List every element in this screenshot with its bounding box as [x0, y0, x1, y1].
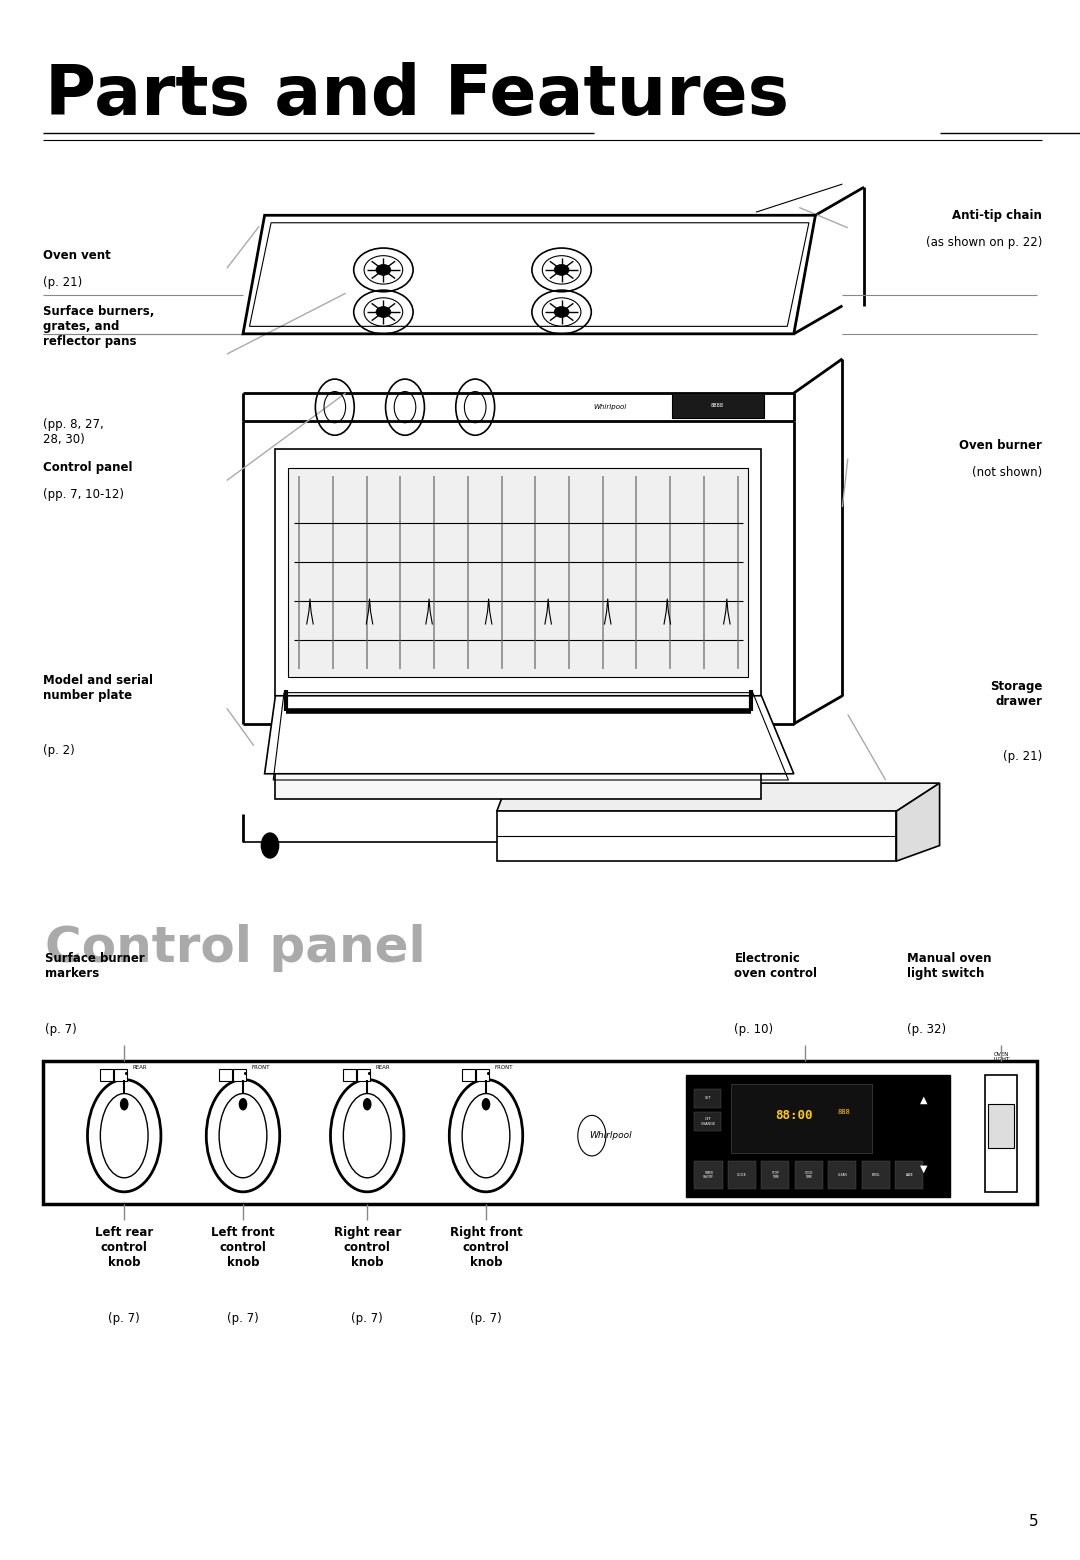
Polygon shape	[497, 783, 940, 811]
Bar	[731, 1084, 872, 1153]
Text: BAKE: BAKE	[905, 1173, 914, 1176]
Text: CLEAN: CLEAN	[837, 1173, 848, 1176]
Text: SET: SET	[705, 1097, 712, 1100]
Polygon shape	[265, 696, 794, 774]
Polygon shape	[497, 811, 896, 861]
Bar	[672, 393, 764, 418]
Text: (p. 32): (p. 32)	[907, 1023, 946, 1036]
Text: (p. 7): (p. 7)	[351, 1312, 383, 1324]
Text: Right rear
control
knob: Right rear control knob	[334, 1226, 401, 1270]
Polygon shape	[896, 783, 940, 861]
Text: 8888: 8888	[711, 402, 724, 409]
Bar	[275, 721, 761, 749]
Text: Surface burner
markers: Surface burner markers	[45, 952, 145, 980]
Bar	[288, 468, 748, 677]
Text: STOP
TIME: STOP TIME	[771, 1170, 780, 1179]
Bar	[275, 449, 761, 696]
Ellipse shape	[376, 306, 391, 318]
Text: Left front
control
knob: Left front control knob	[212, 1226, 274, 1270]
Text: (pp. 8, 27,
28, 30): (pp. 8, 27, 28, 30)	[43, 418, 104, 446]
Text: (p. 7): (p. 7)	[108, 1312, 140, 1324]
Text: Right front
control
knob: Right front control knob	[449, 1226, 523, 1270]
Text: 88:00: 88:00	[775, 1109, 813, 1122]
Bar	[694, 1089, 721, 1108]
Circle shape	[239, 1098, 247, 1111]
Bar	[462, 1069, 475, 1081]
Text: (p. 2): (p. 2)	[43, 744, 75, 757]
Bar	[357, 1069, 370, 1081]
Text: 5: 5	[1029, 1513, 1039, 1529]
Text: Whirlpool: Whirlpool	[589, 1131, 632, 1140]
Text: (p. 7): (p. 7)	[470, 1312, 502, 1324]
Text: Left rear
control
knob: Left rear control knob	[95, 1226, 153, 1270]
Text: REAR: REAR	[376, 1065, 391, 1070]
Text: 888: 888	[837, 1109, 850, 1115]
Bar	[114, 1069, 127, 1081]
Bar	[694, 1161, 723, 1189]
Text: (p. 7): (p. 7)	[45, 1023, 77, 1036]
Bar	[895, 1161, 923, 1189]
Text: Electronic
oven control: Electronic oven control	[734, 952, 818, 980]
Bar	[275, 755, 761, 799]
Text: (p. 21): (p. 21)	[43, 276, 82, 289]
Text: Storage
drawer: Storage drawer	[990, 680, 1042, 708]
Text: Oven burner: Oven burner	[959, 440, 1042, 452]
Text: REAR: REAR	[133, 1065, 148, 1070]
Text: BROIL: BROIL	[872, 1173, 880, 1176]
Text: (p. 7): (p. 7)	[227, 1312, 259, 1324]
Bar	[219, 1069, 232, 1081]
Ellipse shape	[376, 265, 391, 276]
Bar	[795, 1161, 823, 1189]
Text: Parts and Features: Parts and Features	[45, 62, 789, 129]
Text: OVEN
LIGHT: OVEN LIGHT	[993, 1051, 1010, 1062]
Text: CLOCK: CLOCK	[738, 1173, 746, 1176]
Text: Model and serial
number plate: Model and serial number plate	[43, 674, 153, 702]
Bar	[694, 1112, 721, 1131]
Bar	[476, 1069, 489, 1081]
Bar	[233, 1069, 246, 1081]
Bar	[985, 1075, 1017, 1192]
Ellipse shape	[554, 306, 569, 318]
Circle shape	[120, 1098, 129, 1111]
Text: Anti-tip chain: Anti-tip chain	[953, 209, 1042, 222]
Circle shape	[482, 1098, 490, 1111]
Bar	[43, 1061, 1037, 1204]
Text: Oven vent: Oven vent	[43, 250, 111, 262]
Text: ▼: ▼	[920, 1164, 927, 1173]
Bar	[343, 1069, 356, 1081]
Text: TIMER
ON/OFF: TIMER ON/OFF	[703, 1170, 714, 1179]
Text: (not shown): (not shown)	[972, 466, 1042, 479]
Bar	[828, 1161, 856, 1189]
Text: FRONT: FRONT	[495, 1065, 513, 1070]
Text: COOK
TIME: COOK TIME	[805, 1170, 813, 1179]
Text: Control panel: Control panel	[43, 462, 133, 474]
Bar	[862, 1161, 890, 1189]
Text: Control panel: Control panel	[45, 924, 427, 972]
Text: Whirlpool: Whirlpool	[594, 404, 626, 410]
Text: OFF
CHANGE: OFF CHANGE	[701, 1117, 716, 1126]
Text: Surface burners,
grates, and
reflector pans: Surface burners, grates, and reflector p…	[43, 304, 154, 348]
Text: (p. 21): (p. 21)	[1003, 750, 1042, 763]
Text: (pp. 7, 10-12): (pp. 7, 10-12)	[43, 488, 124, 501]
Circle shape	[363, 1098, 372, 1111]
Circle shape	[261, 833, 279, 858]
Bar	[761, 1161, 789, 1189]
Text: (p. 10): (p. 10)	[734, 1023, 773, 1036]
Text: (as shown on p. 22): (as shown on p. 22)	[926, 236, 1042, 248]
Bar	[686, 1075, 950, 1197]
Ellipse shape	[554, 265, 569, 276]
Text: FRONT: FRONT	[252, 1065, 270, 1070]
Bar	[988, 1104, 1014, 1148]
Bar	[100, 1069, 113, 1081]
Bar	[728, 1161, 756, 1189]
Text: Manual oven
light switch: Manual oven light switch	[907, 952, 991, 980]
Text: ▲: ▲	[920, 1095, 927, 1104]
